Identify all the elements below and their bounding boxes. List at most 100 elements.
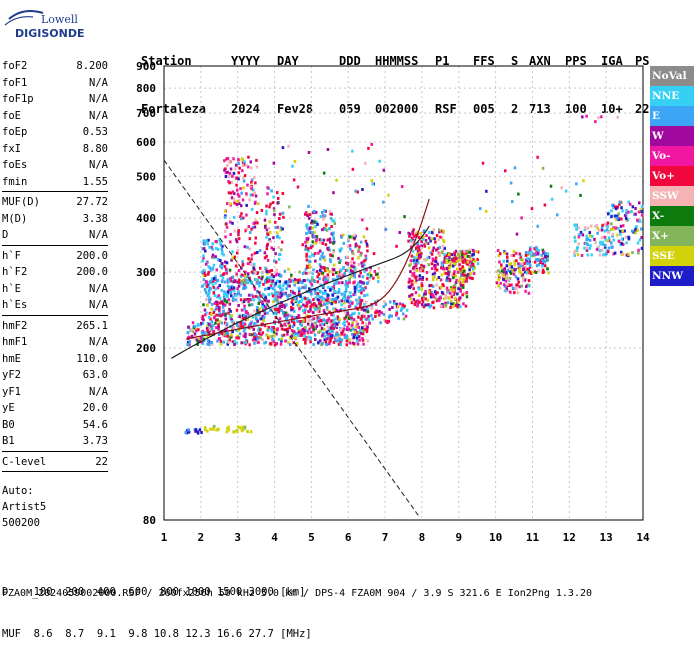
echo-point bbox=[256, 221, 259, 225]
echo-point bbox=[204, 313, 207, 317]
param-value: 1.55 bbox=[82, 175, 108, 188]
echo-point bbox=[495, 270, 499, 274]
param-value: 0.53 bbox=[82, 126, 108, 138]
echo-point bbox=[392, 300, 396, 304]
echo-point bbox=[267, 286, 271, 290]
echo-point bbox=[523, 262, 526, 265]
echo-point bbox=[573, 223, 576, 227]
echo-point bbox=[469, 258, 472, 262]
echo-point bbox=[301, 320, 305, 324]
echo-point bbox=[620, 242, 623, 246]
echo-point bbox=[312, 268, 315, 272]
echo-point bbox=[465, 291, 469, 294]
echo-point bbox=[290, 289, 293, 293]
echo-point bbox=[598, 253, 602, 257]
header-label-6: FFS bbox=[473, 54, 495, 68]
echo-point bbox=[583, 246, 586, 250]
header-value-9: 100 bbox=[565, 102, 587, 116]
echo-point bbox=[264, 340, 268, 344]
echo-point bbox=[621, 209, 624, 213]
echo-point bbox=[382, 200, 385, 204]
echo-point bbox=[359, 240, 363, 244]
echo-point bbox=[258, 317, 262, 321]
echo-point bbox=[200, 431, 203, 434]
echo-point bbox=[225, 300, 229, 304]
echo-point bbox=[353, 275, 356, 279]
echo-point bbox=[200, 322, 203, 325]
echo-point bbox=[337, 317, 340, 321]
param-key: hmF1 bbox=[2, 336, 28, 348]
echo-point bbox=[441, 251, 444, 255]
echo-point bbox=[443, 297, 446, 301]
param-key: hmE bbox=[2, 352, 21, 365]
echo-point bbox=[594, 120, 597, 124]
echo-point bbox=[362, 235, 366, 239]
echo-point bbox=[410, 236, 414, 240]
echo-point bbox=[505, 252, 509, 256]
echo-point bbox=[504, 279, 508, 283]
echo-point bbox=[242, 316, 245, 320]
echo-point bbox=[408, 264, 411, 268]
echo-point bbox=[420, 268, 423, 272]
echo-point bbox=[315, 324, 319, 328]
legend-item-e: E bbox=[650, 106, 694, 126]
echo-point bbox=[312, 298, 315, 302]
echo-point bbox=[196, 342, 199, 346]
echo-point bbox=[216, 303, 219, 307]
echo-point bbox=[421, 284, 424, 288]
echo-point bbox=[359, 288, 362, 292]
echo-point bbox=[443, 271, 446, 275]
echo-point bbox=[225, 261, 229, 265]
echo-point bbox=[468, 266, 471, 270]
echo-point bbox=[415, 253, 419, 256]
header-label-10: IGA bbox=[601, 54, 623, 68]
echo-point bbox=[433, 237, 436, 241]
echo-point bbox=[370, 314, 373, 318]
echo-point bbox=[254, 241, 257, 245]
echo-point bbox=[348, 299, 352, 303]
echo-point bbox=[442, 229, 445, 233]
echo-point bbox=[278, 236, 281, 240]
echo-point bbox=[250, 166, 253, 170]
echo-point bbox=[257, 302, 260, 305]
echo-point bbox=[298, 307, 301, 311]
echo-point bbox=[505, 272, 508, 276]
echo-point bbox=[225, 430, 229, 434]
echo-point bbox=[444, 301, 447, 305]
echo-point bbox=[246, 165, 250, 169]
echo-point bbox=[407, 239, 410, 243]
echo-point bbox=[346, 299, 349, 303]
echo-point bbox=[232, 157, 235, 161]
echo-point bbox=[327, 320, 331, 323]
echo-point bbox=[286, 332, 289, 336]
echo-point bbox=[446, 301, 450, 305]
echo-point bbox=[332, 313, 335, 317]
param-value: N/A bbox=[89, 109, 108, 122]
echo-point bbox=[280, 327, 284, 331]
echo-point bbox=[332, 307, 335, 311]
echo-point bbox=[247, 272, 250, 276]
echo-point bbox=[586, 226, 590, 230]
echo-point bbox=[306, 322, 310, 326]
echo-point bbox=[476, 250, 480, 254]
echo-point bbox=[316, 280, 319, 284]
echo-point bbox=[420, 282, 424, 286]
echo-point bbox=[318, 263, 322, 267]
echo-point bbox=[417, 277, 420, 281]
echo-point bbox=[574, 239, 577, 243]
echo-point bbox=[449, 306, 452, 309]
echo-point bbox=[313, 333, 317, 337]
echo-point bbox=[317, 294, 321, 298]
echo-point bbox=[341, 281, 344, 285]
echo-point bbox=[560, 186, 563, 190]
echo-point bbox=[222, 310, 225, 313]
echo-point bbox=[526, 267, 529, 271]
echo-point bbox=[203, 282, 207, 286]
echo-point bbox=[508, 262, 511, 266]
echo-point bbox=[361, 337, 364, 340]
echo-point bbox=[341, 233, 345, 237]
echo-point bbox=[344, 296, 347, 300]
echo-point bbox=[225, 322, 229, 326]
echo-point bbox=[339, 309, 342, 313]
echo-point bbox=[220, 321, 223, 325]
